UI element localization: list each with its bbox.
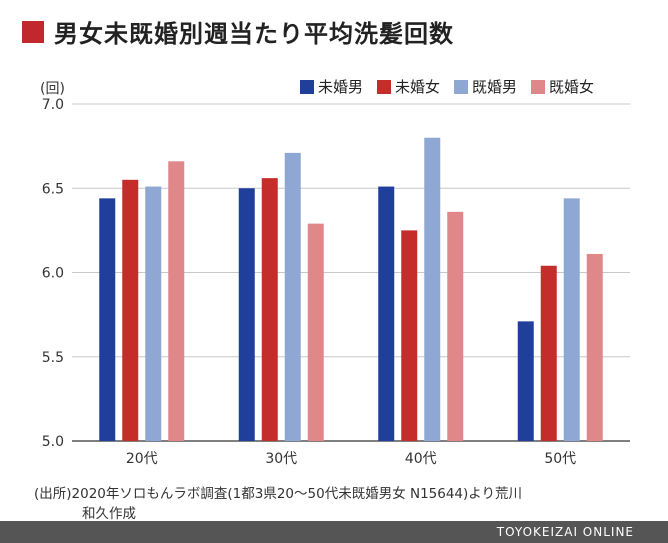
legend-label: 既婚女	[549, 78, 595, 96]
bar	[563, 198, 580, 441]
title-text: 男女未既婚別週当たり平均洗髪回数	[54, 20, 454, 48]
bar	[168, 161, 185, 442]
bar	[307, 223, 324, 441]
x-tick-label: 50代	[544, 451, 576, 467]
y-tick-label: 5.0	[42, 434, 64, 450]
bar	[447, 211, 464, 441]
title-square-icon	[22, 20, 44, 43]
bar	[261, 178, 278, 441]
bar	[586, 253, 603, 441]
bar	[238, 188, 255, 441]
legend-item: 既婚男	[454, 76, 517, 97]
bar	[122, 179, 139, 441]
bar	[401, 230, 418, 441]
bar	[99, 198, 116, 441]
y-tick-label: 6.5	[42, 181, 64, 197]
footer-bar: TOYOKEIZAI ONLINE	[0, 521, 668, 543]
legend-label: 未婚男	[318, 78, 364, 96]
bar	[424, 137, 441, 441]
y-tick-label: 7.0	[42, 97, 64, 113]
legend-label: 未婚女	[395, 78, 441, 96]
legend-item: 未婚男	[300, 76, 363, 97]
bar	[540, 265, 557, 441]
legend-swatch	[377, 79, 392, 94]
y-tick-label: 6.0	[42, 266, 64, 282]
bar	[284, 152, 301, 442]
legend-swatch	[300, 79, 314, 94]
x-tick-label: 40代	[405, 451, 437, 467]
y-tick-label: 5.5	[42, 350, 64, 366]
x-tick-label: 20代	[126, 451, 158, 467]
bar	[145, 186, 162, 441]
bar	[378, 186, 395, 441]
bar-chart: 5.0 5.5 6.0 6.5 7.0 20代 30代 40代 50代	[42, 97, 630, 467]
legend: 未婚男 未婚女 既婚男 既婚女	[300, 76, 608, 97]
legend-swatch	[531, 79, 546, 94]
source-line-1: (出所)2020年ソロもんラボ調査(1都3県20〜50代未既婚男女 N15644…	[34, 486, 523, 502]
chart-title: 男女未既婚別週当たり平均洗髪回数	[22, 14, 454, 49]
y-axis-unit-label: (回)	[40, 81, 65, 97]
source-line-2: 和久作成	[82, 506, 136, 522]
legend-item: 既婚女	[531, 76, 594, 97]
x-tick-label: 30代	[265, 451, 297, 467]
legend-label: 既婚男	[472, 78, 518, 96]
footer-brand: TOYOKEIZAI ONLINE	[496, 525, 634, 539]
legend-item: 未婚女	[377, 76, 440, 97]
source-note: (出所)2020年ソロもんラボ調査(1都3県20〜50代未既婚男女 N15644…	[34, 484, 634, 524]
legend-swatch	[454, 79, 469, 94]
bar	[517, 321, 534, 441]
